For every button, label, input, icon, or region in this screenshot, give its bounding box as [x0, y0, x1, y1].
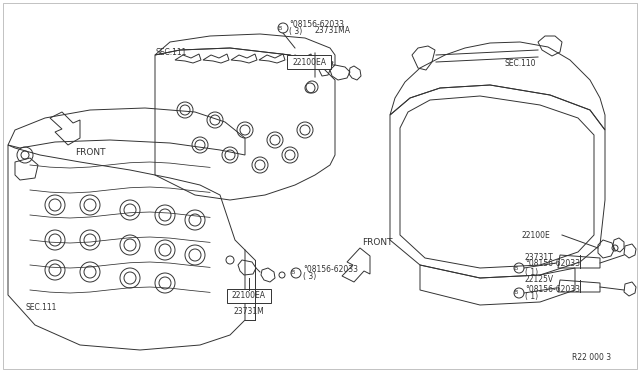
Text: B: B — [278, 26, 282, 31]
Text: °08156-62033: °08156-62033 — [289, 19, 344, 29]
Text: 22100E: 22100E — [522, 231, 551, 240]
Text: ( 3): ( 3) — [289, 26, 302, 35]
Text: 23731M: 23731M — [234, 308, 264, 317]
Text: 23731T: 23731T — [525, 253, 554, 263]
Text: FRONT: FRONT — [75, 148, 106, 157]
Text: B: B — [514, 266, 518, 270]
Text: SEC.111: SEC.111 — [155, 48, 186, 57]
Text: 22100EA: 22100EA — [293, 58, 327, 67]
Text: B: B — [514, 291, 518, 295]
Text: SEC.111: SEC.111 — [25, 304, 56, 312]
Text: °08156-62033: °08156-62033 — [525, 285, 580, 294]
Text: 22125V: 22125V — [525, 276, 554, 285]
Text: 22100EA: 22100EA — [232, 292, 266, 301]
Text: ( 1): ( 1) — [525, 292, 538, 301]
FancyBboxPatch shape — [227, 289, 271, 303]
Text: FRONT: FRONT — [362, 237, 392, 247]
Text: °08156-62033: °08156-62033 — [525, 260, 580, 269]
FancyBboxPatch shape — [287, 55, 331, 69]
Text: 23731MA: 23731MA — [315, 26, 351, 35]
Text: R22 000 3: R22 000 3 — [572, 353, 611, 362]
Text: ( 3): ( 3) — [303, 273, 316, 282]
Text: ( 1): ( 1) — [525, 267, 538, 276]
Text: SEC.110: SEC.110 — [505, 58, 536, 67]
Text: °08156-62033: °08156-62033 — [303, 264, 358, 273]
Text: B: B — [291, 270, 295, 276]
